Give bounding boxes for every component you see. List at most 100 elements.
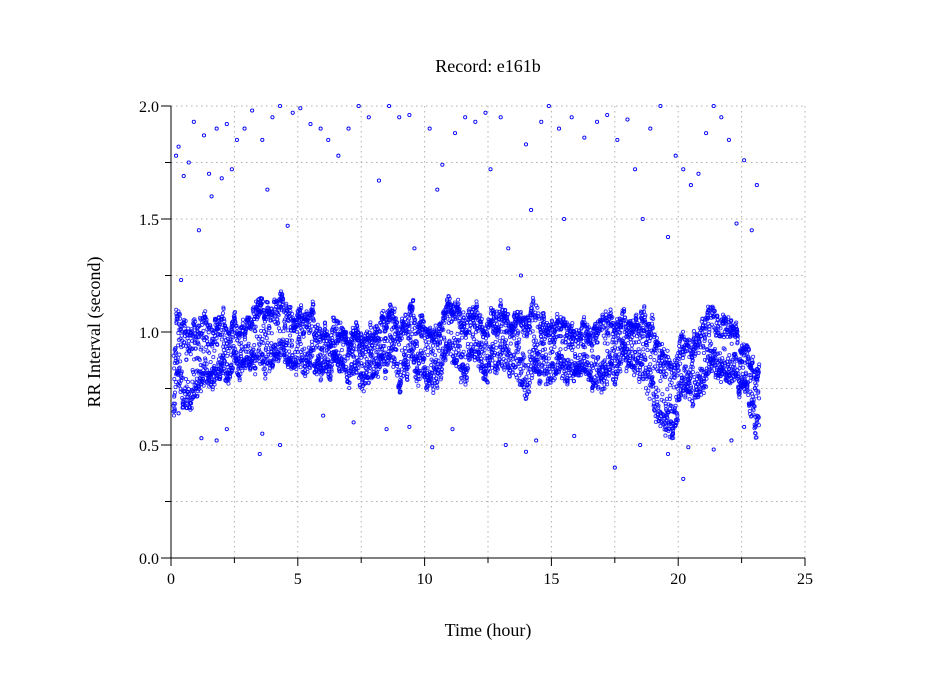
data-point — [619, 359, 624, 364]
data-point — [449, 330, 454, 335]
data-point — [486, 333, 491, 338]
data-point — [678, 361, 683, 366]
data-point — [684, 364, 689, 369]
data-point — [295, 344, 300, 349]
data-point — [384, 369, 389, 374]
data-point — [234, 323, 239, 328]
data-point — [359, 332, 364, 337]
data-point — [244, 344, 249, 349]
data-point — [658, 378, 663, 383]
data-point — [677, 397, 682, 402]
data-point — [219, 327, 224, 333]
data-point — [675, 386, 680, 391]
data-point — [343, 367, 348, 372]
data-point — [642, 315, 647, 320]
data-point — [591, 355, 596, 360]
data-point — [699, 366, 704, 371]
data-point — [238, 372, 243, 377]
data-point — [361, 389, 366, 394]
data-point — [406, 316, 412, 321]
data-point — [285, 364, 291, 370]
data-point — [405, 362, 411, 367]
data-point — [556, 350, 562, 355]
data-point — [173, 384, 178, 390]
data-point — [576, 344, 581, 349]
data-point — [568, 376, 573, 381]
data-point — [288, 333, 293, 338]
data-point — [329, 369, 334, 374]
data-point — [483, 356, 488, 361]
data-point — [378, 329, 383, 334]
data-point — [240, 317, 246, 322]
data-point — [261, 308, 266, 313]
data-points — [171, 103, 762, 481]
data-point — [330, 343, 336, 348]
data-point — [575, 355, 580, 361]
data-point — [538, 379, 543, 384]
data-point — [257, 355, 262, 360]
data-point — [637, 349, 642, 354]
data-point — [542, 341, 547, 346]
data-point — [665, 348, 670, 353]
data-point — [482, 347, 487, 353]
data-point — [257, 334, 262, 339]
data-point — [416, 360, 422, 366]
data-point — [613, 382, 618, 387]
data-point — [336, 350, 341, 355]
data-point — [304, 311, 310, 316]
data-point — [430, 382, 435, 387]
data-point — [439, 375, 444, 380]
data-point — [243, 328, 248, 333]
data-point — [612, 345, 617, 350]
data-point — [629, 347, 634, 352]
data-point — [617, 337, 623, 342]
data-point — [476, 364, 481, 369]
data-point — [263, 347, 268, 352]
data-point — [514, 375, 519, 380]
data-point — [435, 385, 440, 390]
data-point — [356, 366, 361, 371]
data-point — [273, 307, 278, 312]
data-point — [475, 304, 480, 309]
data-point — [648, 367, 653, 373]
data-point — [220, 316, 225, 321]
data-point — [434, 362, 439, 367]
data-point — [375, 370, 380, 375]
data-point — [688, 384, 693, 389]
data-point — [253, 365, 258, 371]
data-point — [234, 350, 239, 355]
data-point — [410, 306, 415, 311]
data-point — [654, 335, 659, 341]
data-point — [383, 376, 388, 381]
data-point — [216, 324, 222, 329]
data-point — [623, 347, 628, 352]
data-point — [658, 342, 663, 347]
data-point — [594, 362, 599, 367]
data-point — [287, 338, 292, 343]
data-point — [290, 311, 295, 316]
data-point — [536, 314, 541, 319]
data-point — [533, 363, 539, 368]
data-point — [511, 332, 516, 337]
data-point — [426, 384, 431, 389]
data-point — [322, 356, 327, 361]
data-point — [546, 373, 551, 378]
data-point — [344, 330, 349, 335]
data-point — [513, 364, 518, 369]
data-point — [606, 373, 611, 378]
data-point — [447, 296, 452, 301]
data-point — [378, 337, 383, 342]
data-point — [267, 324, 272, 329]
data-point — [552, 344, 557, 349]
data-point — [294, 372, 299, 377]
data-point — [462, 318, 467, 323]
data-point — [280, 337, 285, 342]
data-point — [210, 344, 215, 349]
data-point — [627, 332, 632, 337]
data-point — [642, 305, 647, 310]
data-point — [579, 332, 584, 337]
data-point — [647, 339, 652, 344]
data-point — [524, 396, 529, 401]
data-point — [298, 341, 303, 347]
data-point — [332, 329, 337, 334]
